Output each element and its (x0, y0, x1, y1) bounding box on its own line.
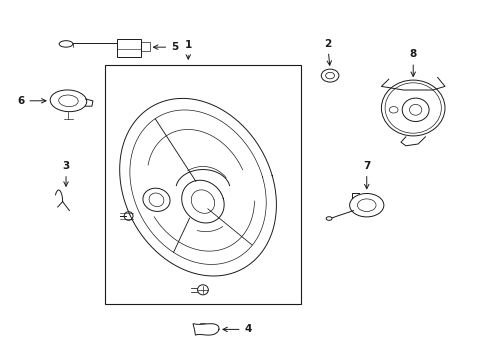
Bar (105, 65, 300, 304)
Text: 3: 3 (62, 161, 69, 186)
Text: 8: 8 (409, 49, 416, 76)
Text: 1: 1 (184, 40, 191, 59)
Text: 5: 5 (153, 42, 178, 52)
Text: 4: 4 (223, 324, 251, 334)
Text: 7: 7 (362, 161, 370, 189)
Text: 2: 2 (324, 39, 331, 65)
Bar (117, 39, 141, 57)
Text: 6: 6 (17, 96, 46, 106)
Bar (141, 42, 149, 51)
